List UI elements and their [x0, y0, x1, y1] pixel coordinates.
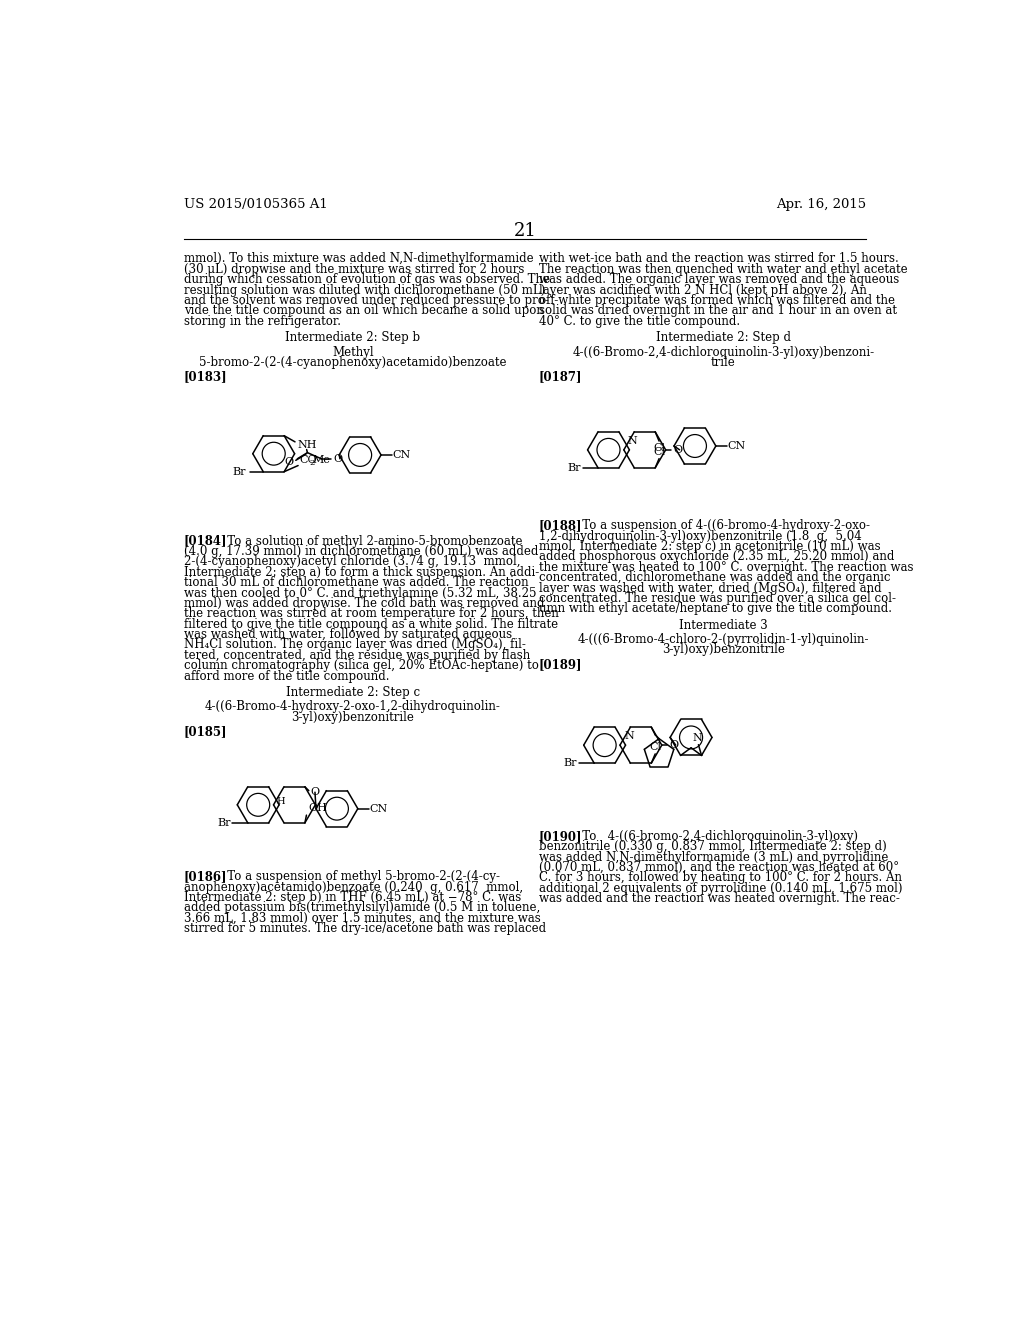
- Text: O: O: [334, 454, 343, 463]
- Text: CN: CN: [392, 450, 411, 459]
- Text: was washed with water, followed by saturated aqueous: was washed with water, followed by satur…: [183, 628, 512, 642]
- Text: layer was washed with water, dried (MgSO₄), filtered and: layer was washed with water, dried (MgSO…: [539, 582, 882, 594]
- Text: NH: NH: [297, 440, 316, 450]
- Text: 21: 21: [513, 222, 537, 239]
- Text: To   4-((6-bromo-2,4-dichloroquinolin-3-yl)oxy): To 4-((6-bromo-2,4-dichloroquinolin-3-yl…: [571, 830, 858, 843]
- Text: vide the title compound as an oil which became a solid upon: vide the title compound as an oil which …: [183, 305, 544, 317]
- Text: [0188]: [0188]: [539, 519, 583, 532]
- Text: column chromatography (silica gel, 20% EtOAc-heptane) to: column chromatography (silica gel, 20% E…: [183, 659, 539, 672]
- Text: the reaction was stirred at room temperature for 2 hours, then: the reaction was stirred at room tempera…: [183, 607, 559, 620]
- Text: C. for 3 hours, followed by heating to 100° C. for 2 hours. An: C. for 3 hours, followed by heating to 1…: [539, 871, 902, 884]
- Text: To a suspension of methyl 5-bromo-2-(2-(4-cy-: To a suspension of methyl 5-bromo-2-(2-(…: [216, 870, 501, 883]
- Text: and the solvent was removed under reduced pressure to pro-: and the solvent was removed under reduce…: [183, 294, 549, 308]
- Text: O: O: [285, 457, 294, 467]
- Text: [0187]: [0187]: [539, 370, 583, 383]
- Text: 2-(4-cyanophenoxy)acetyl chloride (3.74 g, 19.13  mmol,: 2-(4-cyanophenoxy)acetyl chloride (3.74 …: [183, 556, 520, 569]
- Text: To a solution of methyl 2-amino-5-bromobenzoate: To a solution of methyl 2-amino-5-bromob…: [216, 535, 523, 548]
- Text: Intermediate 2: Step c: Intermediate 2: Step c: [286, 686, 420, 700]
- Text: 4-(((6-Bromo-4-chloro-2-(pyrrolidin-1-yl)quinolin-: 4-(((6-Bromo-4-chloro-2-(pyrrolidin-1-yl…: [578, 634, 869, 645]
- Text: Cl: Cl: [653, 442, 665, 453]
- Text: the mixture was heated to 100° C. overnight. The reaction was: the mixture was heated to 100° C. overni…: [539, 561, 913, 574]
- Text: CN: CN: [370, 804, 388, 813]
- Text: [0186]: [0186]: [183, 870, 227, 883]
- Text: additional 2 equivalents of pyrrolidine (0.140 mL, 1.675 mol): additional 2 equivalents of pyrrolidine …: [539, 882, 902, 895]
- Text: stirred for 5 minutes. The dry-ice/acetone bath was replaced: stirred for 5 minutes. The dry-ice/aceto…: [183, 923, 546, 936]
- Text: tional 30 mL of dichloromethane was added. The reaction: tional 30 mL of dichloromethane was adde…: [183, 576, 528, 589]
- Text: concentrated. The residue was purified over a silica gel col-: concentrated. The residue was purified o…: [539, 591, 896, 605]
- Text: [0183]: [0183]: [183, 370, 227, 383]
- Text: [0189]: [0189]: [539, 657, 583, 671]
- Text: Intermediate 2: step a) to form a thick suspension. An addi-: Intermediate 2: step a) to form a thick …: [183, 566, 539, 578]
- Text: Br: Br: [563, 758, 578, 768]
- Text: Apr. 16, 2015: Apr. 16, 2015: [775, 198, 866, 211]
- Text: O: O: [310, 787, 319, 797]
- Text: (0.070 mL, 0.837 mmol), and the reaction was heated at 60°: (0.070 mL, 0.837 mmol), and the reaction…: [539, 861, 899, 874]
- Text: H: H: [276, 797, 286, 805]
- Text: Intermediate 2: Step b: Intermediate 2: Step b: [286, 331, 420, 345]
- Text: 4-((6-Bromo-4-hydroxy-2-oxo-1,2-dihydroquinolin-: 4-((6-Bromo-4-hydroxy-2-oxo-1,2-dihydroq…: [205, 701, 501, 714]
- Text: added potassium bis(trimethylsilyl)amide (0.5 M in toluene,: added potassium bis(trimethylsilyl)amide…: [183, 902, 540, 915]
- Text: The reaction was then quenched with water and ethyl acetate: The reaction was then quenched with wate…: [539, 263, 907, 276]
- Text: 5-bromo-2-(2-(4-cyanophenoxy)acetamido)benzoate: 5-bromo-2-(2-(4-cyanophenoxy)acetamido)b…: [199, 356, 507, 368]
- Text: tered, concentrated, and the residue was purified by flash: tered, concentrated, and the residue was…: [183, 649, 530, 661]
- Text: umn with ethyl acetate/heptane to give the title compound.: umn with ethyl acetate/heptane to give t…: [539, 602, 892, 615]
- Text: 4-((6-Bromo-2,4-dichloroquinolin-3-yl)oxy)benzoni-: 4-((6-Bromo-2,4-dichloroquinolin-3-yl)ox…: [572, 346, 874, 359]
- Text: Intermediate 2: step b) in THF (6.45 mL) at −78° C. was: Intermediate 2: step b) in THF (6.45 mL)…: [183, 891, 521, 904]
- Text: 40° C. to give the title compound.: 40° C. to give the title compound.: [539, 314, 740, 327]
- Text: [0185]: [0185]: [183, 725, 227, 738]
- Text: mmol) was added dropwise. The cold bath was removed and: mmol) was added dropwise. The cold bath …: [183, 597, 545, 610]
- Text: CO: CO: [299, 455, 316, 465]
- Text: was added N,N-dimethylformamide (3 mL) and pyrrolidine: was added N,N-dimethylformamide (3 mL) a…: [539, 850, 888, 863]
- Text: N: N: [624, 731, 634, 741]
- Text: added phosphorous oxychloride (2.35 mL, 25.20 mmol) and: added phosphorous oxychloride (2.35 mL, …: [539, 550, 894, 564]
- Text: To a suspension of 4-((6-bromo-4-hydroxy-2-oxo-: To a suspension of 4-((6-bromo-4-hydroxy…: [571, 519, 870, 532]
- Text: [0190]: [0190]: [539, 830, 583, 843]
- Text: solid was dried overnight in the air and 1 hour in an oven at: solid was dried overnight in the air and…: [539, 305, 897, 317]
- Text: with wet-ice bath and the reaction was stirred for 1.5 hours.: with wet-ice bath and the reaction was s…: [539, 252, 898, 265]
- Text: trile: trile: [711, 356, 735, 368]
- Text: mmol, Intermediate 2: step c) in acetonitrile (10 mL) was: mmol, Intermediate 2: step c) in acetoni…: [539, 540, 881, 553]
- Text: (30 μL) dropwise and the mixture was stirred for 2 hours: (30 μL) dropwise and the mixture was sti…: [183, 263, 524, 276]
- Text: Intermediate 3: Intermediate 3: [679, 619, 768, 632]
- Text: concentrated, dichloromethane was added and the organic: concentrated, dichloromethane was added …: [539, 572, 890, 585]
- Text: US 2015/0105365 A1: US 2015/0105365 A1: [183, 198, 328, 211]
- Text: Me: Me: [313, 455, 331, 465]
- Text: was added. The organic layer was removed and the aqueous: was added. The organic layer was removed…: [539, 273, 899, 286]
- Text: during which cessation of evolution of gas was observed. The: during which cessation of evolution of g…: [183, 273, 550, 286]
- Text: storing in the refrigerator.: storing in the refrigerator.: [183, 314, 341, 327]
- Text: resulting solution was diluted with dichloromethane (50 mL): resulting solution was diluted with dich…: [183, 284, 545, 297]
- Text: layer was acidified with 2 N HCl (kept pH above 2). An: layer was acidified with 2 N HCl (kept p…: [539, 284, 866, 297]
- Text: Br: Br: [217, 818, 230, 828]
- Text: [0184]: [0184]: [183, 535, 227, 548]
- Text: filtered to give the title compound as a white solid. The filtrate: filtered to give the title compound as a…: [183, 618, 558, 631]
- Text: Methyl: Methyl: [332, 346, 374, 359]
- Text: O: O: [674, 445, 683, 455]
- Text: O: O: [670, 741, 679, 750]
- Text: N: N: [628, 436, 638, 446]
- Text: anophenoxy)acetamido)benzoate (0.240  g, 0.617  mmol,: anophenoxy)acetamido)benzoate (0.240 g, …: [183, 880, 523, 894]
- Text: 2: 2: [309, 459, 315, 467]
- Text: 1,2-dihydroquinolin-3-yl)oxy)benzonitrile (1.8  g,  5.04: 1,2-dihydroquinolin-3-yl)oxy)benzonitril…: [539, 529, 861, 543]
- Text: benzonitrile (0.330 g, 0.837 mmol, Intermediate 2: step d): benzonitrile (0.330 g, 0.837 mmol, Inter…: [539, 841, 887, 853]
- Text: Br: Br: [567, 463, 581, 473]
- Text: 3-yl)oxy)benzonitrile: 3-yl)oxy)benzonitrile: [662, 644, 784, 656]
- Text: 3-yl)oxy)benzonitrile: 3-yl)oxy)benzonitrile: [291, 711, 414, 723]
- Text: NH₄Cl solution. The organic layer was dried (MgSO₄), fil-: NH₄Cl solution. The organic layer was dr…: [183, 639, 525, 652]
- Text: CN: CN: [727, 441, 745, 451]
- Text: 3.66 mL, 1.83 mmol) over 1.5 minutes, and the mixture was: 3.66 mL, 1.83 mmol) over 1.5 minutes, an…: [183, 912, 541, 925]
- Text: (4.0 g, 17.39 mmol) in dichloromethane (60 mL) was added: (4.0 g, 17.39 mmol) in dichloromethane (…: [183, 545, 539, 558]
- Text: Br: Br: [232, 467, 246, 477]
- Text: mmol). To this mixture was added N,N-dimethylformamide: mmol). To this mixture was added N,N-dim…: [183, 252, 534, 265]
- Text: was added and the reaction was heated overnight. The reac-: was added and the reaction was heated ov…: [539, 892, 900, 906]
- Text: Cl: Cl: [649, 742, 662, 752]
- Text: Intermediate 2: Step d: Intermediate 2: Step d: [655, 331, 791, 345]
- Text: off-white precipitate was formed which was filtered and the: off-white precipitate was formed which w…: [539, 294, 895, 308]
- Text: OH: OH: [308, 803, 327, 813]
- Text: was then cooled to 0° C. and triethylamine (5.32 mL, 38.25: was then cooled to 0° C. and triethylami…: [183, 586, 537, 599]
- Text: afford more of the title compound.: afford more of the title compound.: [183, 669, 389, 682]
- Text: N: N: [693, 733, 702, 743]
- Text: Cl: Cl: [653, 447, 665, 457]
